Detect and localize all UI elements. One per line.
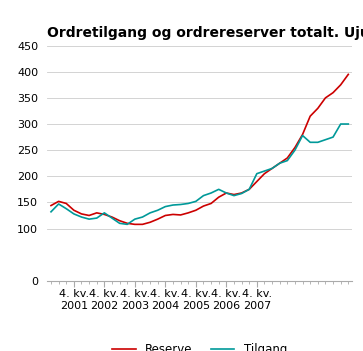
Tilgang	[163, 205, 168, 209]
Reserve	[118, 219, 122, 223]
Tilgang	[102, 211, 107, 215]
Tilgang	[262, 169, 267, 173]
Reserve	[232, 192, 236, 197]
Tilgang	[339, 122, 343, 126]
Tilgang	[79, 215, 84, 219]
Reserve	[163, 213, 168, 218]
Tilgang	[57, 202, 61, 206]
Reserve	[262, 172, 267, 176]
Tilgang	[140, 215, 145, 219]
Reserve	[79, 212, 84, 216]
Reserve	[186, 211, 191, 215]
Reserve	[201, 204, 206, 208]
Tilgang	[301, 133, 305, 138]
Tilgang	[133, 217, 137, 221]
Reserve	[346, 72, 351, 77]
Reserve	[339, 83, 343, 87]
Tilgang	[217, 187, 221, 191]
Reserve	[278, 161, 282, 165]
Reserve	[209, 201, 213, 206]
Reserve	[155, 217, 160, 221]
Reserve	[133, 222, 137, 226]
Reserve	[87, 213, 91, 218]
Tilgang	[293, 148, 297, 152]
Reserve	[64, 201, 69, 206]
Line: Tilgang: Tilgang	[51, 124, 348, 224]
Tilgang	[186, 201, 191, 206]
Tilgang	[224, 191, 229, 195]
Reserve	[316, 106, 320, 111]
Tilgang	[201, 193, 206, 198]
Reserve	[179, 213, 183, 217]
Tilgang	[278, 161, 282, 165]
Reserve	[240, 191, 244, 195]
Tilgang	[255, 172, 259, 176]
Tilgang	[110, 216, 114, 220]
Tilgang	[308, 140, 313, 144]
Reserve	[140, 222, 145, 226]
Tilgang	[148, 211, 152, 215]
Tilgang	[179, 203, 183, 207]
Reserve	[301, 132, 305, 137]
Tilgang	[72, 212, 76, 216]
Tilgang	[155, 208, 160, 212]
Reserve	[255, 179, 259, 184]
Reserve	[171, 212, 175, 217]
Tilgang	[331, 135, 335, 139]
Tilgang	[247, 187, 252, 191]
Reserve	[270, 166, 274, 171]
Tilgang	[118, 221, 122, 225]
Reserve	[308, 114, 313, 118]
Line: Reserve: Reserve	[51, 74, 348, 224]
Tilgang	[171, 203, 175, 207]
Tilgang	[316, 140, 320, 144]
Reserve	[148, 220, 152, 224]
Tilgang	[346, 122, 351, 126]
Reserve	[331, 91, 335, 95]
Reserve	[110, 215, 114, 219]
Tilgang	[194, 199, 198, 204]
Tilgang	[125, 222, 130, 226]
Legend: Reserve, Tilgang: Reserve, Tilgang	[107, 338, 292, 351]
Tilgang	[209, 191, 213, 195]
Reserve	[224, 191, 229, 195]
Reserve	[49, 204, 53, 208]
Tilgang	[87, 217, 91, 221]
Reserve	[125, 221, 130, 225]
Tilgang	[270, 166, 274, 171]
Tilgang	[64, 207, 69, 211]
Tilgang	[232, 193, 236, 198]
Tilgang	[323, 138, 328, 142]
Reserve	[102, 212, 107, 217]
Reserve	[217, 195, 221, 199]
Reserve	[72, 208, 76, 212]
Reserve	[285, 156, 290, 160]
Tilgang	[240, 191, 244, 196]
Tilgang	[95, 216, 99, 220]
Reserve	[323, 96, 328, 100]
Reserve	[247, 187, 252, 191]
Reserve	[57, 199, 61, 204]
Text: Ordretilgang og ordrereserver totalt. Ujustert. 1995=100: Ordretilgang og ordrereserver totalt. Uj…	[47, 26, 363, 40]
Reserve	[95, 211, 99, 215]
Reserve	[194, 208, 198, 212]
Tilgang	[49, 210, 53, 214]
Tilgang	[285, 159, 290, 163]
Reserve	[293, 145, 297, 150]
